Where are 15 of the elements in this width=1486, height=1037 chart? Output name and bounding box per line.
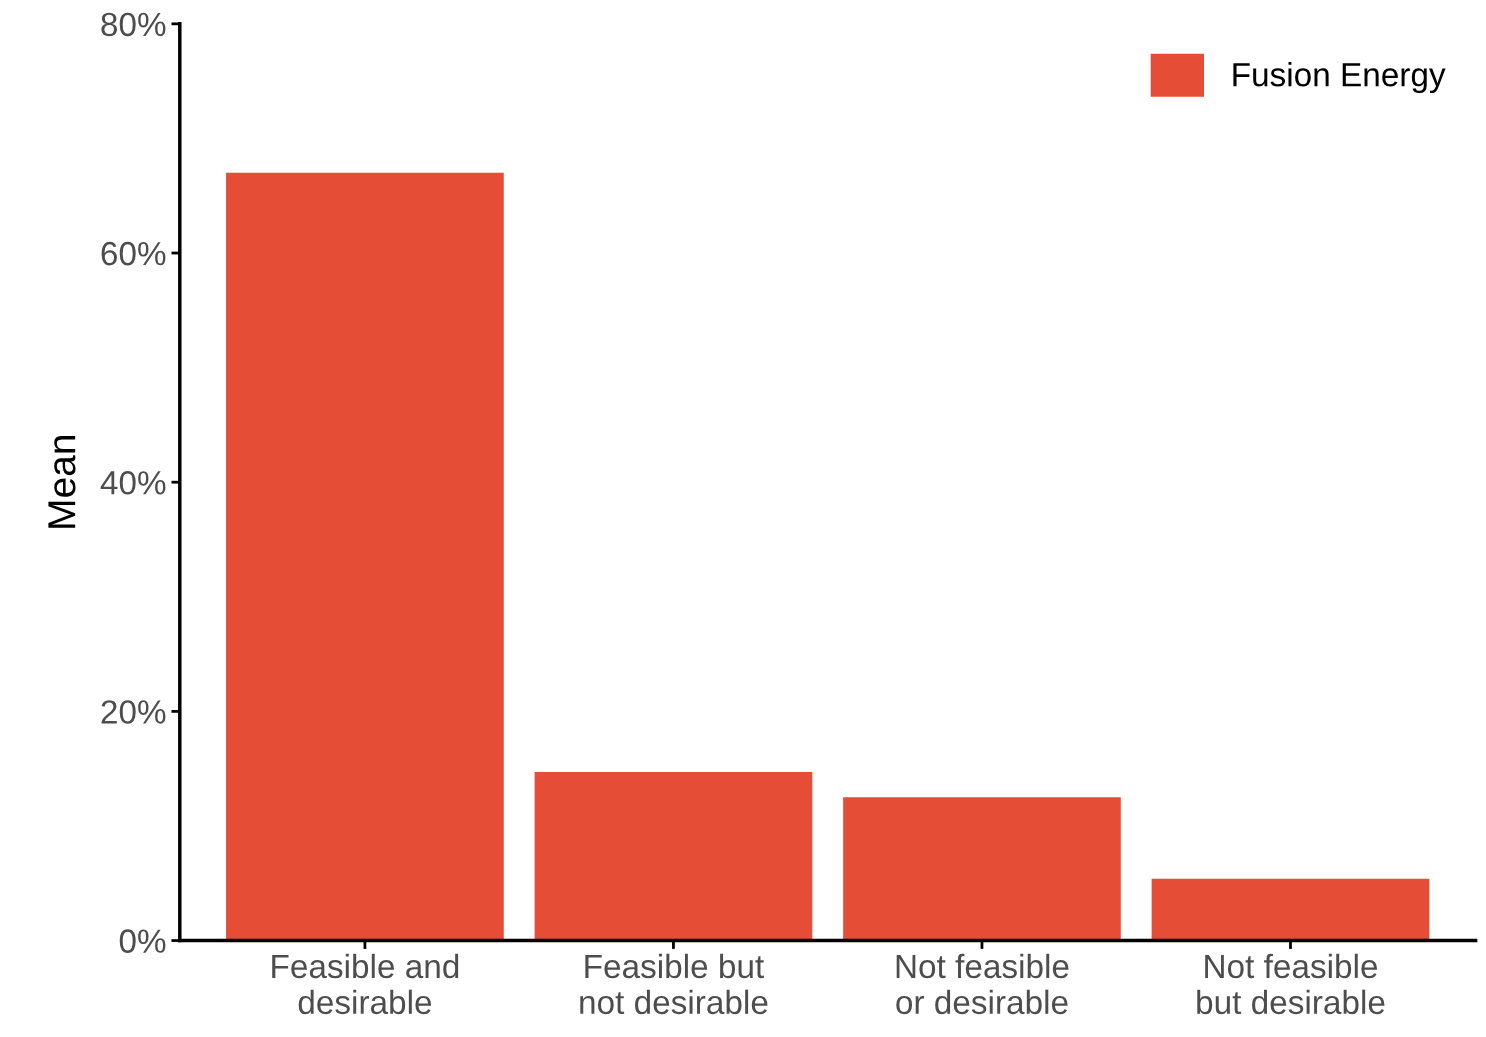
y-axis-title: Mean — [48, 436, 76, 528]
y-tick-label: 40% — [100, 471, 166, 495]
y-tick-label: 60% — [101, 241, 166, 266]
x-tick-label: Feasible and desirable — [272, 953, 459, 1015]
y-tick-label: 0% — [119, 929, 166, 953]
x-tick-label: Feasible but not desirable — [580, 953, 768, 1015]
bar — [1151, 878, 1430, 941]
bar — [226, 172, 504, 941]
bar — [534, 772, 813, 941]
y-tick-label: 20% — [101, 700, 166, 724]
legend-label: Fusion Energy — [1233, 62, 1446, 94]
x-tick-label: Not feasible but desirable — [1197, 953, 1385, 1015]
bar — [843, 797, 1121, 941]
y-tick-label: 80% — [101, 12, 166, 37]
x-tick-label: Not feasible or desirable — [896, 953, 1069, 1015]
